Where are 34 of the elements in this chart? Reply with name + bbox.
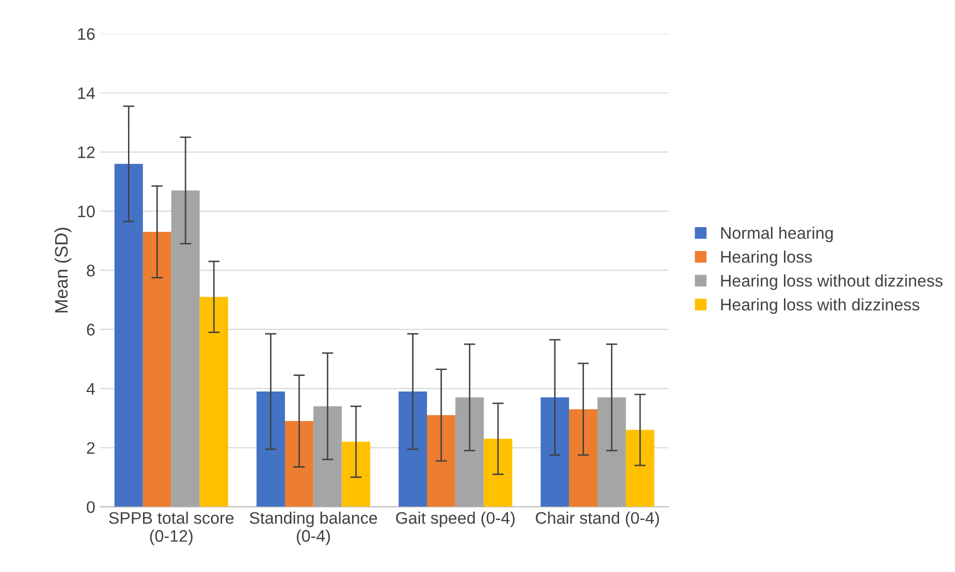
y-tick-label: 16 — [78, 28, 95, 40]
bar — [284, 421, 314, 507]
bar — [313, 406, 342, 507]
y-axis-title: Mean (SD) — [54, 228, 72, 312]
legend-label: Hearing loss with dizziness — [721, 298, 920, 314]
x-tick-label: SPPB total score (0-12) — [109, 512, 234, 546]
y-tick-label: 6 — [86, 324, 95, 336]
y-tick-label: 12 — [78, 146, 95, 158]
bar — [398, 391, 428, 507]
bar — [200, 296, 228, 507]
legend-label: Normal hearing — [721, 226, 833, 242]
y-tick-label: 8 — [86, 264, 95, 276]
x-tick-label: Gait speed (0-4) — [396, 512, 515, 528]
bar — [597, 397, 626, 507]
bar — [455, 397, 484, 507]
bar — [114, 164, 143, 507]
x-tick-label: Chair stand (0-4) — [536, 512, 659, 528]
bar — [484, 438, 512, 507]
bar — [342, 442, 370, 507]
y-tick-label: 14 — [78, 87, 95, 99]
bar — [171, 190, 200, 507]
y-tick-label: 4 — [86, 383, 95, 395]
y-tick-label: 10 — [78, 206, 95, 218]
y-tick-label: 0 — [86, 501, 95, 513]
legend-label: Hearing loss — [721, 250, 812, 266]
legend-label: Hearing loss without dizziness — [721, 274, 943, 290]
bar — [142, 232, 172, 507]
bar — [569, 409, 598, 507]
bar — [626, 430, 654, 507]
bar — [540, 397, 570, 507]
x-tick-label: Standing balance (0-4) — [250, 512, 378, 546]
y-tick-label: 2 — [86, 442, 95, 454]
bar — [256, 391, 285, 507]
bar — [427, 415, 456, 507]
